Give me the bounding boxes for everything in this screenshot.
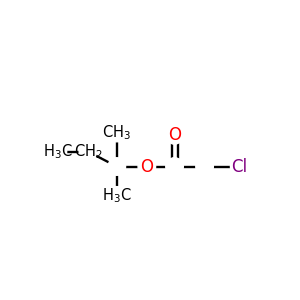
Text: CH$_3$: CH$_3$	[102, 124, 131, 142]
Text: CH$_2$: CH$_2$	[74, 142, 102, 161]
Circle shape	[108, 187, 126, 204]
Circle shape	[166, 127, 183, 144]
Text: Cl: Cl	[231, 158, 247, 175]
Text: O: O	[168, 126, 181, 144]
Circle shape	[108, 158, 126, 175]
Circle shape	[49, 143, 67, 160]
Text: H$_3$C: H$_3$C	[102, 186, 132, 205]
Text: H$_3$C: H$_3$C	[43, 142, 73, 161]
Circle shape	[230, 158, 248, 175]
Circle shape	[166, 158, 183, 175]
Circle shape	[138, 158, 156, 175]
Circle shape	[79, 143, 97, 160]
Circle shape	[196, 158, 213, 175]
Text: O: O	[140, 158, 153, 175]
Circle shape	[108, 124, 126, 142]
